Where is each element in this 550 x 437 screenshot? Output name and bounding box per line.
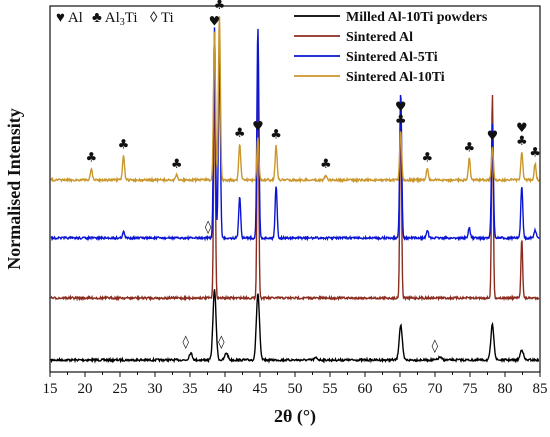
series-line-0 (50, 289, 540, 364)
x-tick-label: 50 (288, 381, 303, 397)
x-tick-label: 75 (463, 381, 478, 397)
peak-marker: ♣ (421, 151, 433, 166)
x-tick-label: 55 (323, 381, 338, 397)
peak-marker: ♣ (395, 113, 407, 128)
peak-marker: ◊ (218, 335, 225, 350)
peak-marker: ♣ (516, 134, 528, 149)
legend-label: Sintered Al-10Ti (346, 70, 445, 85)
x-axis-ticks: 15 20 25 30 35 40 45 50 55 60 65 70 75 80 85 (43, 372, 548, 397)
peak-marker: ♣ (118, 137, 130, 152)
peak-marker: ◊ (432, 339, 439, 354)
x-tick-label: 15 (43, 381, 58, 397)
series-line-2 (50, 27, 540, 242)
peak-marker: ♣ (320, 157, 332, 172)
legend: Milled Al-10Ti powders Sintered Al Sintere… (294, 10, 488, 85)
phase-key: ♥ Al ♣ Al3Ti ◊ Ti (56, 10, 174, 28)
peak-marker: ♥ (487, 129, 499, 144)
peak-marker: ♣ (85, 151, 97, 166)
legend-label: Sintered Al-5Ti (346, 50, 438, 65)
peak-marker: ♥ (209, 14, 221, 29)
x-tick-label: 70 (428, 381, 443, 397)
legend-label: Milled Al-10Ti powders (346, 10, 488, 25)
x-tick-label: 35 (183, 381, 198, 397)
x-tick-label: 40 (218, 381, 233, 397)
peak-marker: ♣ (529, 146, 541, 161)
x-tick-label: 65 (393, 381, 408, 397)
phase-key-item: ♣ Al3Ti (92, 10, 138, 28)
x-tick-label: 20 (78, 381, 93, 397)
peak-marker: ◊ (182, 335, 189, 350)
peak-marker: ♥ (252, 119, 264, 134)
peak-marker: ♣ (463, 141, 475, 156)
peak-marker: ♥ (516, 121, 528, 136)
y-axis-title: Normalised Intensity (4, 108, 24, 270)
legend-label: Sintered Al (346, 30, 413, 45)
x-tick-label: 80 (498, 381, 513, 397)
phase-key-item: ♥ Al (56, 10, 83, 26)
series-layer (50, 16, 540, 364)
series-line-3 (50, 16, 540, 184)
peak-marker: ♣ (234, 126, 246, 141)
peak-marker: ♥ (395, 100, 407, 115)
peak-marker: ♣ (270, 128, 282, 143)
x-tick-label: 25 (113, 381, 128, 397)
x-axis-title: 2θ (°) (274, 406, 316, 427)
x-tick-label: 30 (148, 381, 163, 397)
x-tick-label: 85 (533, 381, 548, 397)
peak-marker: ◊ (205, 220, 212, 235)
peak-marker: ♣ (171, 157, 183, 172)
x-tick-label: 45 (253, 381, 268, 397)
phase-key-item: ◊ Ti (150, 10, 174, 26)
x-tick-label: 60 (358, 381, 373, 397)
series-line-1 (50, 58, 540, 302)
